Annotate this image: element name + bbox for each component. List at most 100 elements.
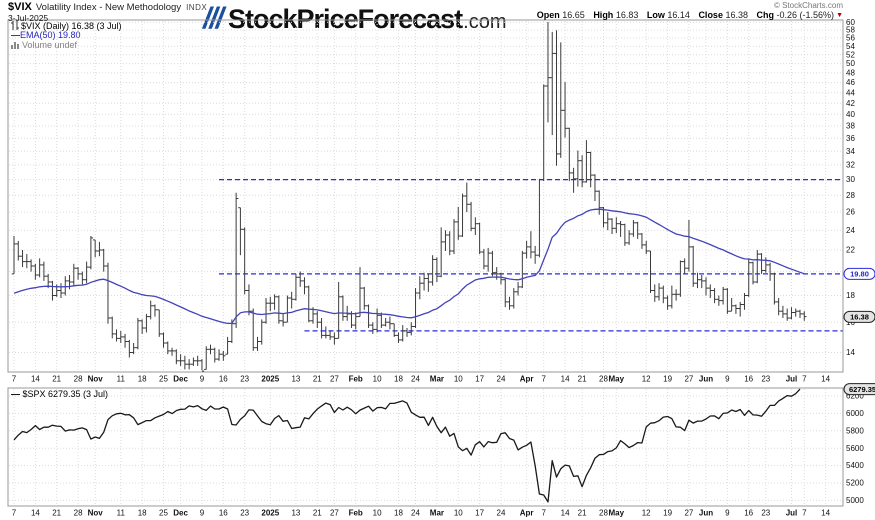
spx-legend-text: $SPX 6279.35 (3 Jul) [20, 389, 109, 399]
x-tick-label: 9 [725, 375, 730, 384]
x-tick-label: 24 [497, 509, 506, 518]
x-tick-label: Dec [173, 375, 188, 384]
x-tick-label: 14 [821, 375, 830, 384]
open-label: Open [536, 10, 560, 20]
y-tick-label: 6200 [846, 392, 864, 401]
x-tick-label: Mar [430, 509, 444, 518]
symbol-label: $VIX [8, 1, 32, 13]
x-tick-label: 23 [761, 375, 770, 384]
x-tick-label: 18 [138, 509, 147, 518]
y-tick-label: 5000 [846, 496, 864, 505]
logo-brand-text: StockPriceForecast [228, 4, 463, 34]
volume-bars-icon [11, 42, 19, 49]
x-tick-label: 7 [802, 375, 807, 384]
x-tick-label: 27 [330, 509, 339, 518]
y-tick-label: 34 [846, 147, 855, 156]
x-tick-label: 9 [725, 509, 730, 518]
x-tick-label: 23 [240, 375, 249, 384]
x-tick-label: 16 [744, 509, 753, 518]
vix-legend-ema: —EMA(50) 19.80 [11, 31, 81, 40]
gridlines [9, 21, 842, 505]
x-tick-label: Apr [520, 509, 534, 518]
y-tick-label: 5600 [846, 444, 864, 453]
high-label: High [593, 10, 614, 20]
x-tick-label: 7 [541, 509, 546, 518]
x-tick-label: 11 [117, 509, 126, 518]
x-tick-label: 10 [454, 375, 463, 384]
x-tick-label: 7 [12, 509, 17, 518]
x-tick-label: Apr [520, 375, 534, 384]
open-value: 16.65 [562, 10, 585, 20]
x-tick-label: 19 [663, 375, 672, 384]
x-tick-label: 7 [802, 509, 807, 518]
logo-tld-text: .com [463, 11, 507, 33]
y-tick-label: 52 [846, 50, 855, 59]
x-tick-label: 17 [475, 375, 484, 384]
x-tick-label: 7 [12, 375, 17, 384]
x-tick-label: 27 [330, 375, 339, 384]
chg-label: Chg [756, 10, 775, 20]
x-tick-label: 14 [31, 375, 40, 384]
y-tick-label: 38 [846, 122, 855, 131]
x-tick-label: 21 [578, 509, 587, 518]
vix-ohlc-bars [11, 21, 807, 372]
x-tick-label: 14 [821, 509, 830, 518]
x-tick-label: 25 [159, 509, 168, 518]
x-tick-label: 19 [663, 509, 672, 518]
x-tick-label: 16 [744, 375, 753, 384]
x-tick-label: 27 [684, 375, 693, 384]
x-tick-label: 18 [394, 509, 403, 518]
low-label: Low [646, 10, 665, 20]
chart-date: 3-Jul-2025 [8, 13, 49, 23]
x-tick-label: 21 [313, 375, 322, 384]
y-tick-label: 36 [846, 134, 855, 143]
x-tick-label: 10 [373, 375, 382, 384]
x-tick-label: 21 [52, 375, 61, 384]
high-value: 16.83 [615, 10, 639, 20]
x-tick-label: 14 [561, 375, 570, 384]
x-tick-label: May [609, 375, 625, 384]
x-tick-label: Nov [88, 375, 104, 384]
x-tick-label: 14 [31, 509, 40, 518]
x-tick-label: 16 [219, 375, 228, 384]
exchange-label: INDX [186, 3, 208, 12]
x-tick-label: 24 [497, 375, 506, 384]
x-tick-label: 18 [394, 375, 403, 384]
x-tick-label: 18 [138, 375, 147, 384]
y-axis-labels: 1416182022242628303234363840424446485052… [846, 18, 864, 505]
vix-legend-ema-text: EMA(50) 19.80 [20, 30, 81, 40]
vix-legend-volume-text: Volume undef [22, 40, 78, 50]
x-tick-label: 2025 [261, 375, 279, 384]
y-tick-label: 56 [846, 34, 855, 43]
x-tick-label: Nov [88, 509, 104, 518]
x-tick-label: 10 [454, 509, 463, 518]
x-tick-label: 24 [411, 509, 420, 518]
y-tick-label: 32 [846, 161, 855, 170]
x-tick-label: 27 [684, 509, 693, 518]
spx-line [13, 388, 801, 503]
spx-legend: — $SPX 6279.35 (3 Jul) [11, 390, 108, 399]
x-tick-label: 9 [200, 375, 205, 384]
x-tick-label: 12 [642, 375, 651, 384]
x-axis-labels: 7 14 21 28 Nov 11 18 25 Dec 9 16 23 2025 13 21 27 Feb 10 1… [12, 375, 831, 518]
close-value: 16.38 [725, 10, 748, 20]
y-tick-label: 18 [846, 291, 855, 300]
change-down-triangle-icon: ▼ [836, 12, 843, 19]
x-tick-label: 11 [117, 375, 126, 384]
y-tick-label: 50 [846, 59, 855, 68]
x-tick-label: Dec [173, 509, 188, 518]
ema-value-label: 19.80 [843, 267, 875, 280]
x-tick-label: 14 [561, 509, 570, 518]
x-tick-label: May [609, 509, 625, 518]
x-tick-label: 28 [599, 375, 608, 384]
svg-text:6279.35: 6279.35 [849, 385, 875, 394]
ema-line-swatch: — [11, 30, 20, 40]
x-tick-label: 21 [313, 509, 322, 518]
y-tick-label: 5200 [846, 479, 864, 488]
x-tick-label: Jun [699, 375, 713, 384]
x-tick-label: 25 [159, 375, 168, 384]
y-tick-label: 60 [846, 18, 855, 27]
ema-line [13, 208, 805, 325]
